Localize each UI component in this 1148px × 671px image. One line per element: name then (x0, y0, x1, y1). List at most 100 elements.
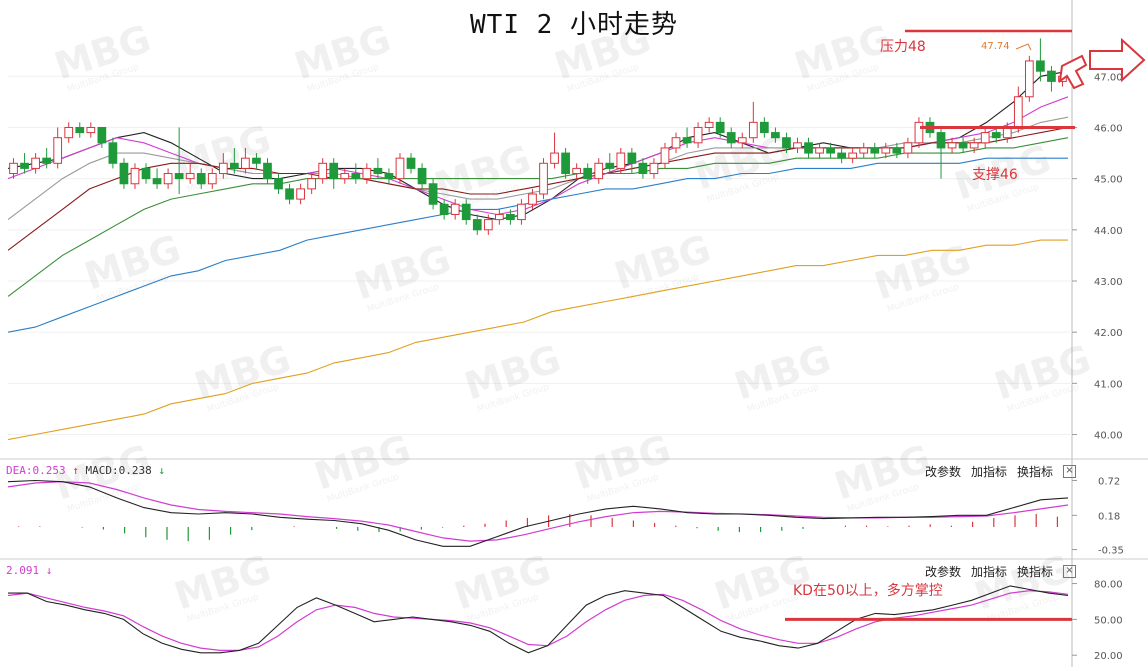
candle-body (174, 173, 184, 180)
candle-body (163, 173, 173, 185)
candle-body (1036, 60, 1045, 72)
y-tick-label: 0.18 (1098, 511, 1120, 522)
candle-body (64, 126, 74, 139)
candle-body (53, 137, 63, 164)
modify-params-button[interactable]: 改参数 (924, 565, 961, 579)
candle-body (229, 162, 239, 169)
candle-body (461, 203, 471, 221)
close-icon[interactable]: × (1063, 465, 1076, 478)
candle-body (561, 152, 570, 175)
candle-body (583, 167, 593, 180)
kd-header: 2.091 ↓ (6, 564, 52, 577)
candle-body (771, 132, 780, 139)
candle-body (108, 142, 118, 164)
candle-body (782, 137, 791, 149)
y-axes: 40.00 41.00 42.00 43.00 44.00 45.00 46.00 47.00… (1072, 72, 1124, 662)
switch-indicator-button[interactable]: 换指标 (1016, 565, 1053, 579)
y-tick-label: 42.00 (1094, 328, 1123, 339)
y-tick-label: 43.00 (1094, 277, 1123, 288)
candle-body (550, 152, 559, 164)
candle-body (42, 157, 52, 164)
modify-params-button[interactable]: 改参数 (924, 465, 961, 479)
peak-price-label: 47.74 (981, 41, 1010, 52)
candle-body (130, 167, 140, 185)
candle-body (826, 147, 835, 154)
y-tick-label: 80.00 (1094, 580, 1123, 591)
candle-body (86, 126, 96, 134)
candle-body (450, 203, 460, 215)
y-tick-label: 40.00 (1094, 431, 1123, 442)
candle-body (748, 121, 758, 139)
add-indicator-button[interactable]: 加指标 (970, 565, 1007, 579)
candle-body (958, 142, 968, 149)
macd-toolbar: 改参数 加指标 换指标 × (925, 463, 1076, 480)
candle-body (97, 126, 107, 144)
candle-body (704, 121, 714, 128)
candle-body (859, 147, 869, 154)
kd-note: KD在50以上，多方掌控 (793, 583, 943, 599)
peak-marker (1015, 43, 1032, 51)
candle-body (1013, 96, 1023, 128)
annotation-lines (785, 29, 1146, 621)
candle-body (362, 167, 372, 180)
candle-body (373, 167, 383, 175)
candle-body (141, 167, 151, 180)
candle-body (274, 178, 283, 190)
kd-arrow: ↓ (45, 564, 53, 577)
y-tick-label: 41.00 (1094, 379, 1123, 390)
moving-average-line (8, 116, 1069, 221)
y-tick-label: 46.00 (1094, 123, 1123, 134)
moving-average-line (8, 126, 1069, 251)
moving-average-line (8, 157, 1068, 333)
candle-body (627, 152, 637, 164)
moving-average-line (8, 239, 1068, 441)
candle-body (815, 147, 824, 154)
add-indicator-button[interactable]: 加指标 (970, 465, 1007, 479)
macd-value: MACD:0.238 (85, 464, 152, 477)
candle-body (307, 178, 317, 190)
candle-body (119, 162, 129, 185)
candle-body (572, 167, 582, 175)
candle-body (20, 162, 29, 169)
candle-body (837, 152, 847, 159)
candle-body (296, 188, 305, 200)
candle-body (1024, 60, 1034, 98)
candle-body (947, 142, 957, 149)
candle-body (638, 162, 648, 175)
switch-indicator-button[interactable]: 换指标 (1016, 465, 1053, 479)
candle-body (737, 137, 747, 144)
candle-body (285, 188, 294, 200)
candle-body (528, 193, 537, 205)
candle-body (517, 203, 526, 221)
candle-body (892, 147, 902, 154)
candle-body (329, 162, 339, 180)
y-tick-label: 44.00 (1094, 226, 1123, 237)
up-arrow-icon (1058, 54, 1088, 90)
candle-body (252, 157, 261, 164)
support-label: 支撑46 (972, 167, 1018, 183)
candle-body (969, 142, 979, 149)
candle-body (903, 142, 913, 154)
kd-toolbar: 改参数 加指标 换指标 × (925, 563, 1076, 580)
candle-body (1002, 126, 1012, 139)
macd-arrow: ↓ (158, 464, 165, 477)
close-icon[interactable]: × (1063, 565, 1076, 578)
macd-panel (8, 479, 1069, 547)
candle-body (605, 162, 615, 169)
candle-body (759, 121, 769, 134)
candle-body (616, 152, 626, 169)
resistance-label: 压力48 (880, 39, 926, 55)
y-tick-label: 0.72 (1098, 476, 1120, 487)
